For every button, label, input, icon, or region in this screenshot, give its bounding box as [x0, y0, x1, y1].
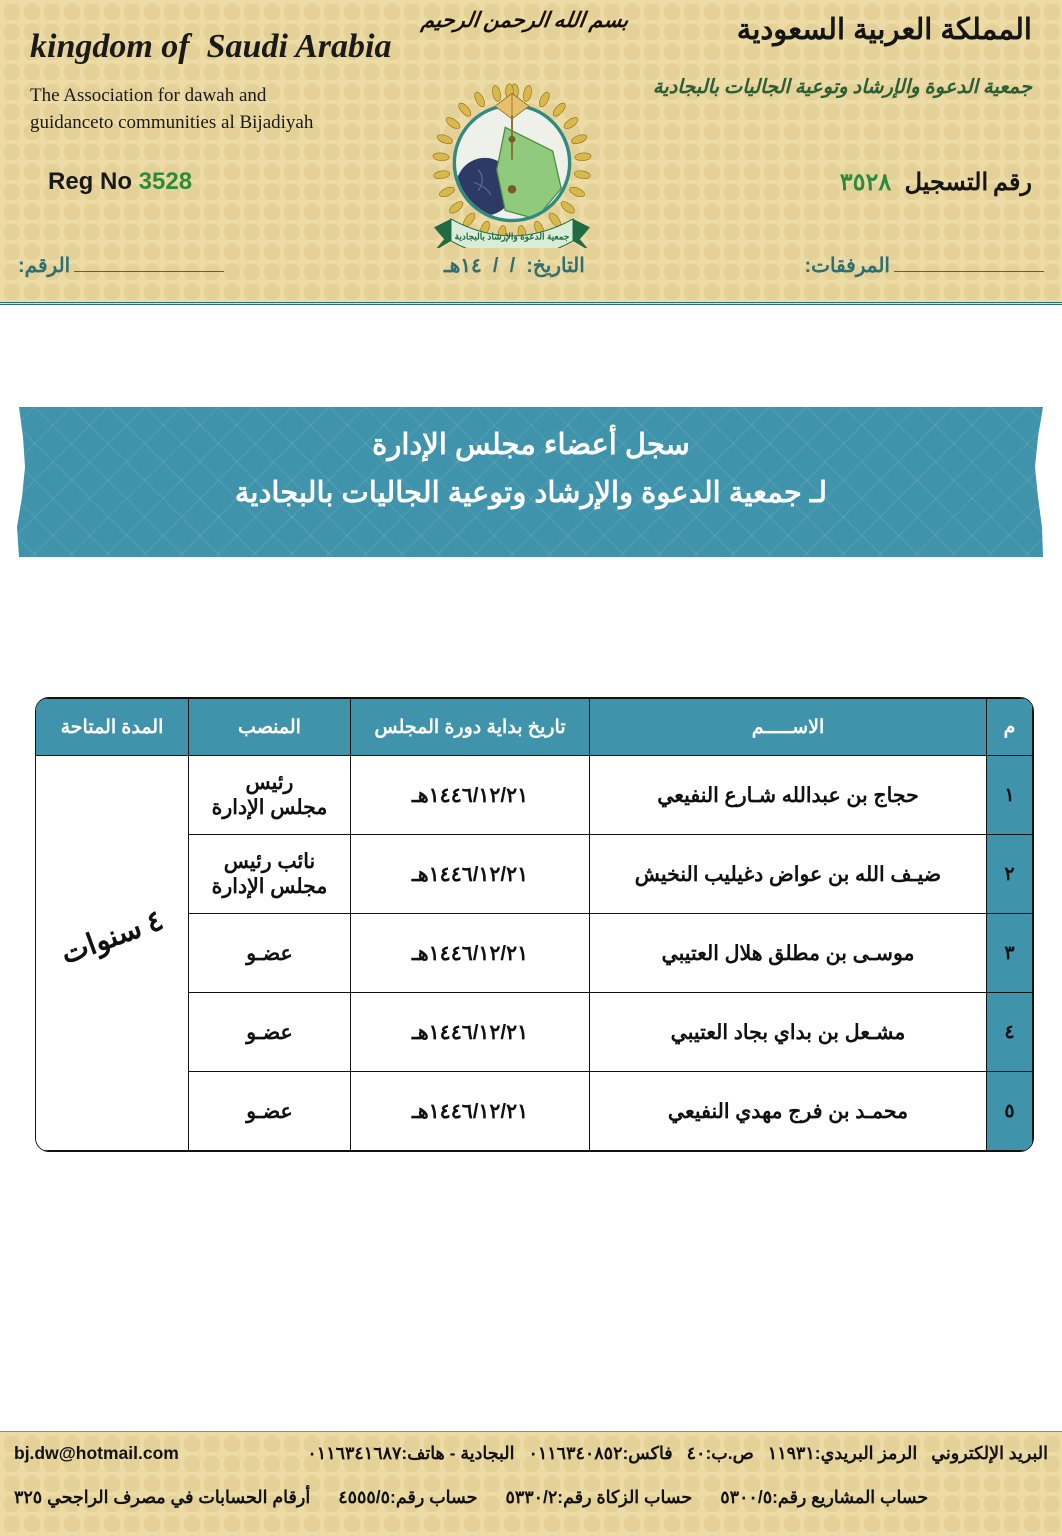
svg-text:جمعية الدعوة والإرشاد بالبجادي: جمعية الدعوة والإرشاد بالبجادية [455, 231, 570, 242]
